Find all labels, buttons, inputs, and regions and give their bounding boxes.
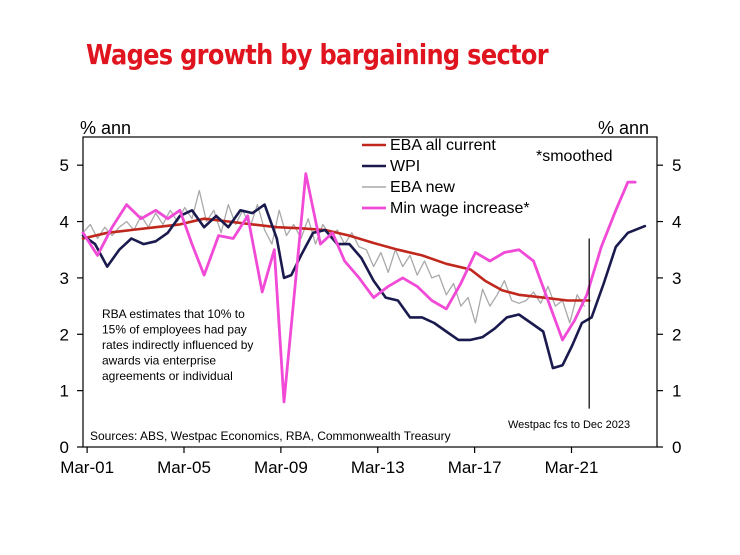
x-tick-label: Mar-09 — [254, 458, 308, 477]
x-tick-label: Mar-01 — [60, 458, 114, 477]
y-tick-label-left: 5 — [60, 156, 69, 175]
y-tick-label-left: 1 — [60, 382, 69, 401]
axes: 0 0 1 1 2 2 3 3 4 4 5 5 Mar-01 Mar-05 Mar-09 Mar-13 Mar-… — [60, 136, 681, 477]
rba-note: RBA estimates that 10% to 15% of employee… — [102, 307, 253, 383]
series-line-wpi — [81, 203, 647, 370]
chart-title: Wages growth by bargaining sector — [86, 38, 549, 71]
rba-note-line: agreements or individual — [102, 369, 233, 383]
rba-note-line: awards via enterprise — [102, 354, 216, 368]
y-tick-label-right: 3 — [672, 269, 681, 288]
x-tick-label: Mar-13 — [351, 458, 405, 477]
unit-right: % ann — [598, 118, 649, 138]
y-tick-label-right: 1 — [672, 382, 681, 401]
plot-frame — [82, 136, 658, 448]
y-tick-label-left: 4 — [60, 213, 69, 232]
legend-label-wpi: WPI — [390, 158, 420, 175]
x-tick-label: Mar-21 — [545, 458, 599, 477]
y-tick-label-left: 2 — [60, 325, 69, 344]
rba-note-line: 15% of employees had pay — [102, 323, 247, 337]
legend-label-eba-new: EBA new — [390, 179, 455, 196]
rba-note-line: RBA estimates that 10% to — [102, 307, 245, 321]
x-tick-label: Mar-17 — [448, 458, 502, 477]
smoothed-note: *smoothed — [536, 148, 613, 165]
forecast-label: Westpac fcs to Dec 2023 — [508, 419, 630, 431]
x-tick-label: Mar-05 — [157, 458, 211, 477]
series-layer — [81, 172, 647, 404]
rba-note-line: rates indirectly influenced by — [102, 338, 253, 352]
y-tick-label-right: 2 — [672, 325, 681, 344]
series-line-min-wage-increase — [81, 172, 637, 404]
y-tick-label-left: 3 — [60, 269, 69, 288]
legend: EBA all current WPI EBA new Min wage increa… — [362, 137, 530, 217]
legend-label-eba-all-current: EBA all current — [390, 137, 496, 154]
y-tick-label-right: 5 — [672, 156, 681, 175]
legend-label-min-wage-increase: Min wage increase* — [390, 200, 530, 217]
source-text: Sources: ABS, Westpac Economics, RBA, Co… — [90, 429, 451, 443]
y-tick-label-right: 0 — [672, 438, 681, 457]
annotations: Westpac fcs to Dec 2023 Sources: ABS, We… — [80, 118, 649, 443]
y-tick-label-right: 4 — [672, 213, 681, 232]
unit-left: % ann — [80, 118, 131, 138]
y-tick-label-left: 0 — [60, 438, 69, 457]
